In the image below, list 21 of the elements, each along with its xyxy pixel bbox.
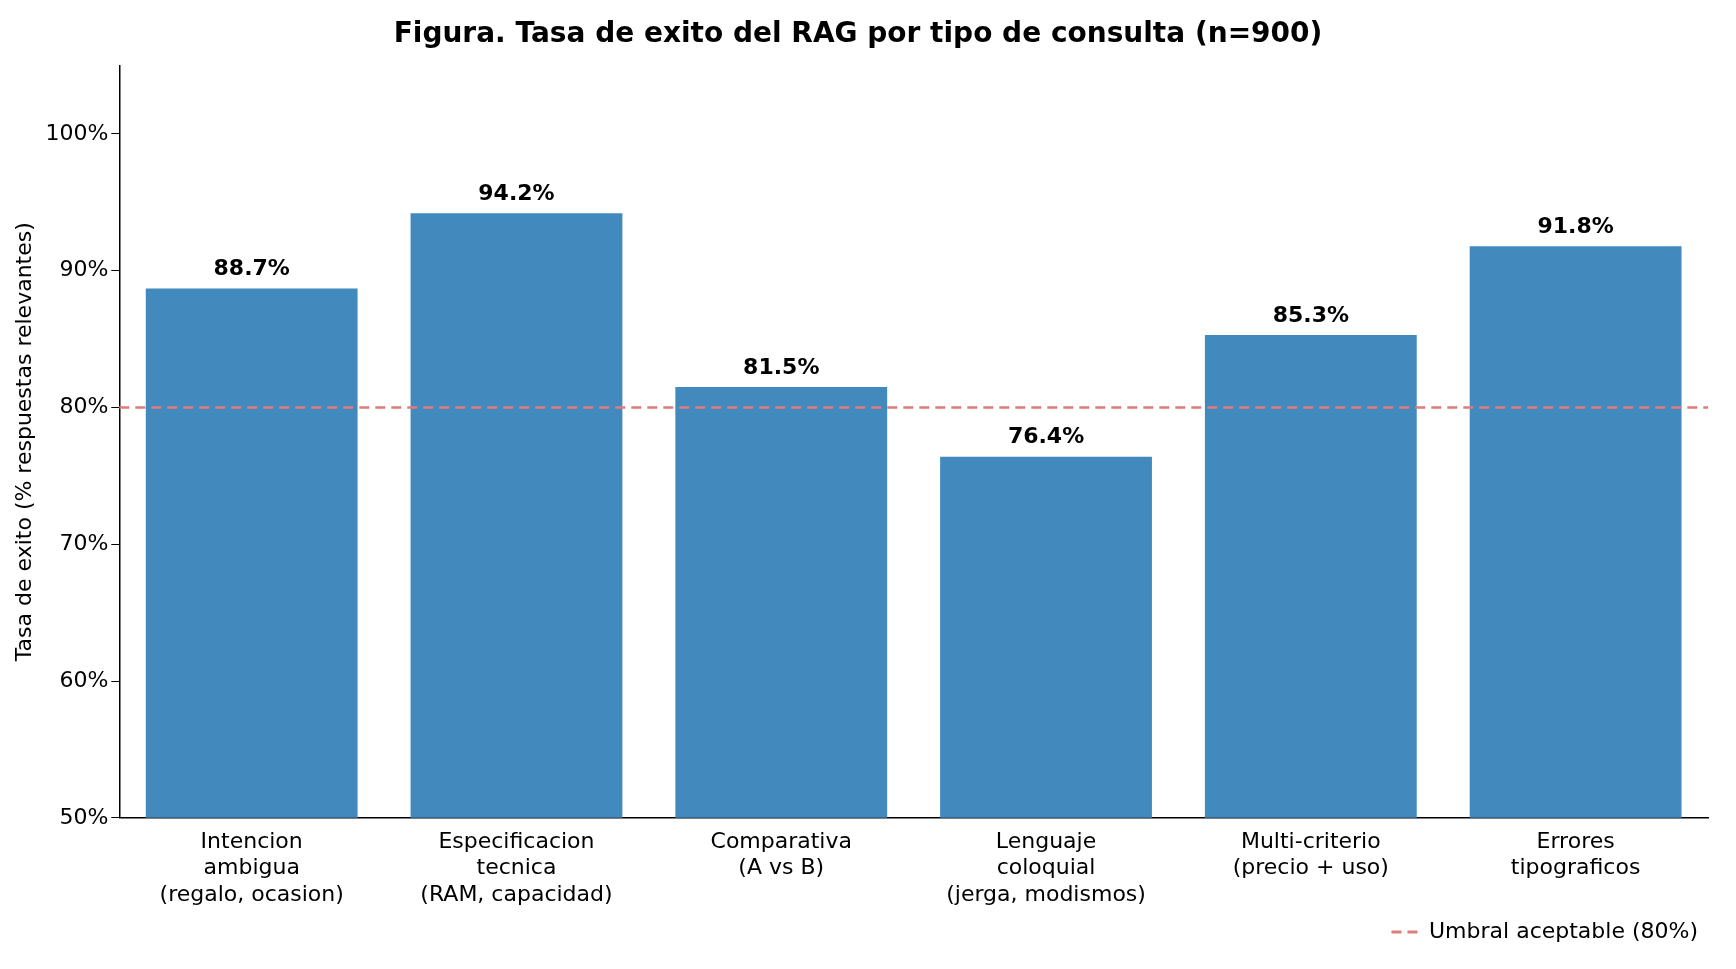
y-tick-label: 60% [59, 666, 109, 692]
x-tick-label: Comparativa (A vs B) [710, 827, 852, 880]
data-label: 81.5% [743, 353, 820, 379]
y-tick-label: 100% [45, 119, 109, 145]
data-label: 76.4% [1007, 423, 1085, 449]
x-tick-label: Intencion ambigua (regalo, ocasion) [159, 827, 344, 906]
x-tick-label: Lenguaje coloquial (jerga, modismos) [946, 827, 1146, 906]
x-tick-label: Multi-criterio (precio + uso) [1232, 827, 1389, 880]
x-tick-label: Especificacion tecnica (RAM, capacidad) [420, 827, 613, 906]
y-tick-label: 70% [59, 529, 109, 555]
y-tick-label: 50% [59, 803, 109, 829]
chart-title: Figura. Tasa de exito del RAG por tipo de consulta (n=900) [393, 16, 1323, 50]
data-label: 88.7% [213, 255, 290, 281]
legend-label: Umbral aceptable (80%) [1429, 917, 1698, 943]
y-axis-title: Tasa de exito (% respuestas relevantes) [10, 222, 36, 663]
data-label: 94.2% [478, 180, 555, 206]
x-tick-label: Errores tipograficos [1510, 827, 1641, 880]
y-tick-label: 90% [59, 256, 109, 282]
data-label: 85.3% [1272, 301, 1349, 327]
y-tick-label: 80% [59, 393, 109, 419]
data-label: 91.8% [1537, 212, 1614, 238]
